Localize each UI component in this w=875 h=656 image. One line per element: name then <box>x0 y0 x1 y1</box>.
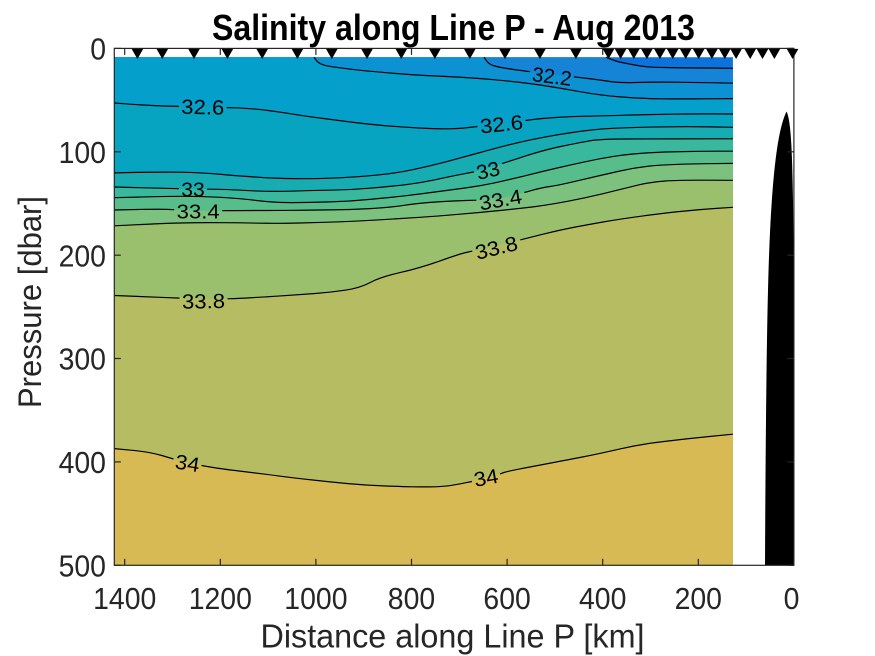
svg-text:200: 200 <box>675 581 722 616</box>
svg-text:600: 600 <box>483 581 530 616</box>
svg-text:33: 33 <box>181 178 205 201</box>
svg-text:32.6: 32.6 <box>181 96 224 120</box>
svg-text:33.8: 33.8 <box>182 290 225 314</box>
svg-text:300: 300 <box>59 342 106 377</box>
svg-text:0: 0 <box>90 32 106 67</box>
svg-text:32.6: 32.6 <box>479 111 524 138</box>
svg-text:1200: 1200 <box>189 581 252 616</box>
svg-text:800: 800 <box>388 581 435 616</box>
svg-text:34: 34 <box>472 465 500 492</box>
svg-text:34: 34 <box>173 451 201 478</box>
svg-text:200: 200 <box>59 238 106 273</box>
svg-text:Salinity along Line P - Aug 20: Salinity along Line P - Aug 2013 <box>212 7 695 48</box>
svg-text:400: 400 <box>579 581 626 616</box>
svg-text:1400: 1400 <box>93 581 156 616</box>
svg-text:Pressure [dbar]: Pressure [dbar] <box>12 196 48 408</box>
svg-text:100: 100 <box>59 135 106 170</box>
svg-text:500: 500 <box>59 549 106 584</box>
svg-text:33.4: 33.4 <box>177 201 220 224</box>
svg-text:33: 33 <box>474 157 502 185</box>
svg-text:400: 400 <box>59 445 106 480</box>
svg-text:0: 0 <box>784 581 800 616</box>
svg-text:1000: 1000 <box>284 581 347 616</box>
svg-text:32.2: 32.2 <box>531 63 573 91</box>
svg-text:Distance along Line P [km]: Distance along Line P [km] <box>261 619 645 656</box>
